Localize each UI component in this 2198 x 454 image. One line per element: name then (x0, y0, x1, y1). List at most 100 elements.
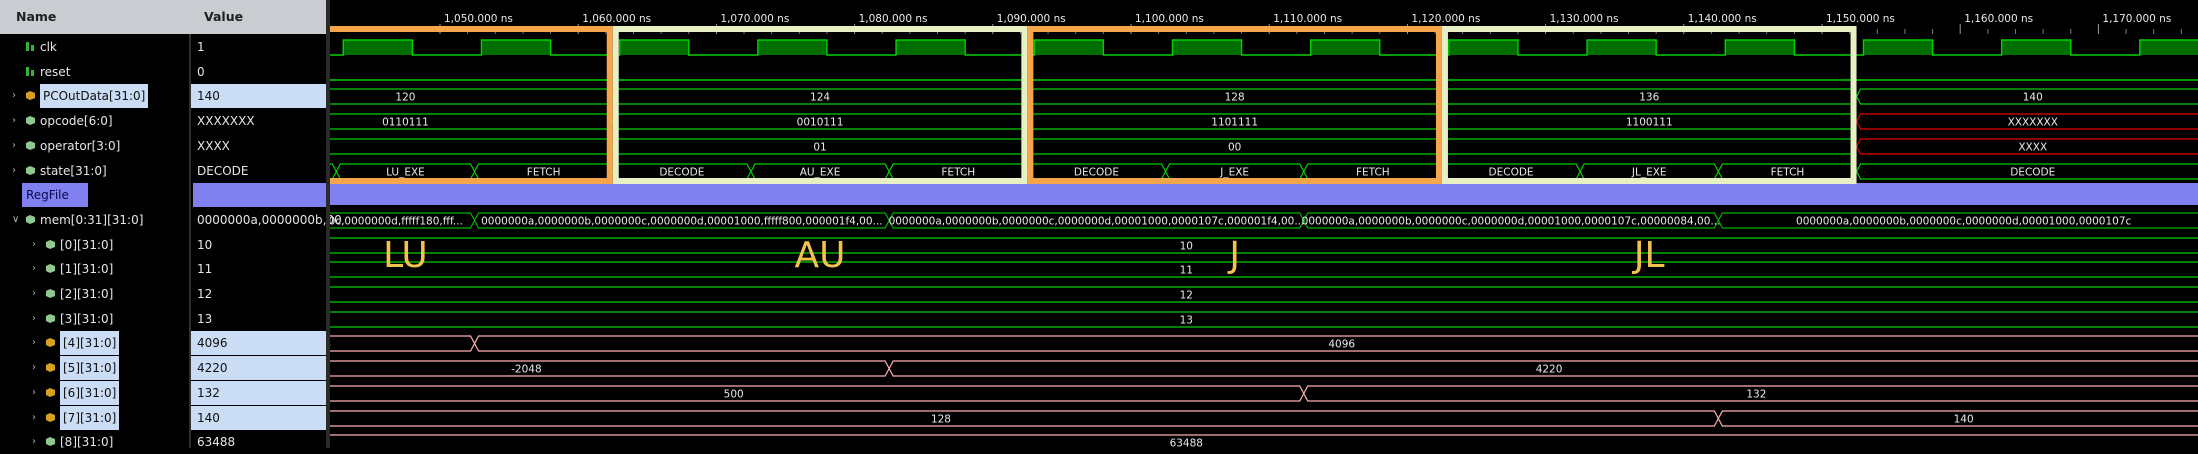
value-column-header[interactable]: Value (204, 9, 244, 24)
bus-value-label: 4096 (1328, 339, 1355, 351)
instruction-highlight-box (1441, 26, 1857, 184)
bus-value-label: 63488 (1170, 438, 1203, 449)
expand-chevron-icon[interactable]: › (12, 140, 16, 151)
signal-row[interactable]: clk (0, 35, 189, 59)
divider-label[interactable]: RegFile (22, 183, 88, 207)
bus-value-label: XXXX (2018, 142, 2047, 154)
bus-value-label: 124 (810, 92, 830, 104)
bus-value-label: 12 (1180, 290, 1193, 302)
bus-value-label: -128 (330, 339, 331, 351)
divider-bar (193, 183, 328, 207)
bus-segment (888, 360, 2198, 377)
clock-high-pulse (1587, 40, 1657, 55)
signal-row[interactable]: › [4][31:0] (0, 331, 189, 355)
bus-value-label: 00 (1228, 142, 1241, 154)
signal-row[interactable]: ∨ mem[0:31][31:0] (0, 208, 189, 232)
signal-row[interactable]: › [1][31:0] (0, 257, 189, 281)
signal-value: 132 (191, 381, 328, 405)
signal-row[interactable]: › [8][31:0] (0, 430, 189, 454)
signal-name: mem[0:31][31:0] (40, 213, 144, 227)
signal-value: 13 (197, 312, 213, 326)
name-column-header[interactable]: Name (16, 9, 57, 24)
signal-row[interactable]: › [6][31:0] (0, 381, 189, 405)
expand-chevron-icon[interactable]: › (12, 90, 16, 101)
clock-high-pulse (619, 40, 689, 55)
expand-chevron-icon[interactable]: › (32, 412, 36, 423)
signal-row[interactable]: › opcode[6:0] (0, 109, 189, 133)
signal-row[interactable]: › PCOutData[31:0] (0, 84, 189, 108)
bus-value-label: FETCH (1356, 167, 1390, 179)
bus-value-label: 0000000a,0000000b,0000000c,0000000d,0000… (1302, 216, 1721, 228)
bus-segment (1855, 138, 2198, 155)
signal-value-panel: 1 0 140 XXXXXXX XXXX DECODE 0000000a,0000000b,… (189, 34, 342, 449)
bus-value-label: 0000000a,0000000b,0000000c,0000000d,0000… (481, 216, 882, 228)
bus-segment (330, 410, 1720, 427)
expand-chevron-icon[interactable]: › (32, 263, 36, 274)
expand-chevron-icon[interactable]: › (32, 387, 36, 398)
signal-name: [1][31:0] (60, 262, 114, 276)
time-label: 1,060.000 ns (582, 13, 651, 25)
expand-chevron-icon[interactable]: › (12, 115, 16, 126)
bus-value-label: 01 (813, 142, 826, 154)
bus-segment (473, 335, 2198, 352)
signal-value: 4096 (191, 331, 328, 355)
waveform-viewer[interactable]: 1,050.000 ns 1,060.000 ns 1,070.000 ns 1,08… (330, 0, 2198, 448)
signal-name: PCOutData[31:0] (40, 84, 149, 108)
time-label: 1,090.000 ns (997, 13, 1066, 25)
expand-chevron-icon[interactable]: › (12, 165, 16, 176)
bus-value-label: 136 (1639, 92, 1659, 104)
bus-value-label: 120 (395, 92, 415, 104)
signal-name: clk (40, 40, 57, 54)
clock-high-pulse (343, 40, 413, 55)
bus-icon (46, 437, 55, 446)
bus-value-label: DECODE (659, 167, 704, 179)
clock-icon (26, 67, 34, 76)
instruction-type-label: JL (1632, 235, 1665, 276)
expand-chevron-icon[interactable]: › (32, 362, 36, 373)
bus-value-label: 13 (1180, 315, 1193, 327)
bus-segment (330, 434, 2198, 436)
signal-value: 0 (197, 65, 205, 79)
clock-high-pulse (1863, 40, 1933, 55)
bus-value-label: JL_EXE (1631, 167, 1667, 179)
clock-high-pulse (1310, 40, 1380, 55)
bus-value-label: 1101111 (1211, 117, 1258, 129)
instruction-type-label: AU (795, 235, 846, 276)
bus-segment (1717, 410, 2198, 427)
panel-divider[interactable] (326, 0, 330, 448)
bus-icon (46, 413, 55, 422)
bus-value-label: 4220 (1536, 364, 1563, 376)
bus-value-label: 0110111 (382, 117, 429, 129)
signal-row[interactable]: reset (0, 60, 189, 84)
signal-row[interactable]: › [7][31:0] (0, 406, 189, 430)
signal-row[interactable]: RegFile (0, 183, 189, 207)
bus-value-label: XXXXXXX (2008, 117, 2058, 129)
regfile-divider-bar (330, 183, 2198, 205)
bus-value-label: J_EXE (1219, 167, 1249, 179)
signal-name: [0][31:0] (60, 238, 114, 252)
signal-row[interactable]: › [3][31:0] (0, 307, 189, 331)
expand-chevron-icon[interactable]: › (32, 337, 36, 348)
signal-row[interactable]: › [5][31:0] (0, 356, 189, 380)
bus-segment (330, 138, 614, 155)
signal-value: XXXXXXX (197, 114, 255, 128)
signal-value: 1 (197, 40, 205, 54)
signal-row[interactable]: › operator[3:0] (0, 134, 189, 158)
signal-value: 63488 (197, 435, 236, 449)
signal-value: 140 (191, 406, 328, 430)
expand-chevron-icon[interactable]: › (32, 313, 36, 324)
bus-icon (26, 91, 35, 100)
time-label: 1,150.000 ns (1826, 13, 1895, 25)
bus-segment (330, 163, 338, 180)
signal-row[interactable]: › [2][31:0] (0, 282, 189, 306)
bus-value-label: 140 (2023, 92, 2043, 104)
bus-segment (1303, 385, 2198, 402)
expand-chevron-icon[interactable]: › (32, 288, 36, 299)
expand-chevron-icon[interactable]: › (32, 436, 36, 447)
signal-row[interactable]: › state[31:0] (0, 159, 189, 183)
collapse-chevron-icon[interactable]: ∨ (12, 214, 20, 225)
bus-segment (330, 385, 1305, 402)
signal-row[interactable]: › [0][31:0] (0, 233, 189, 257)
bus-segment (330, 237, 2198, 254)
expand-chevron-icon[interactable]: › (32, 239, 36, 250)
